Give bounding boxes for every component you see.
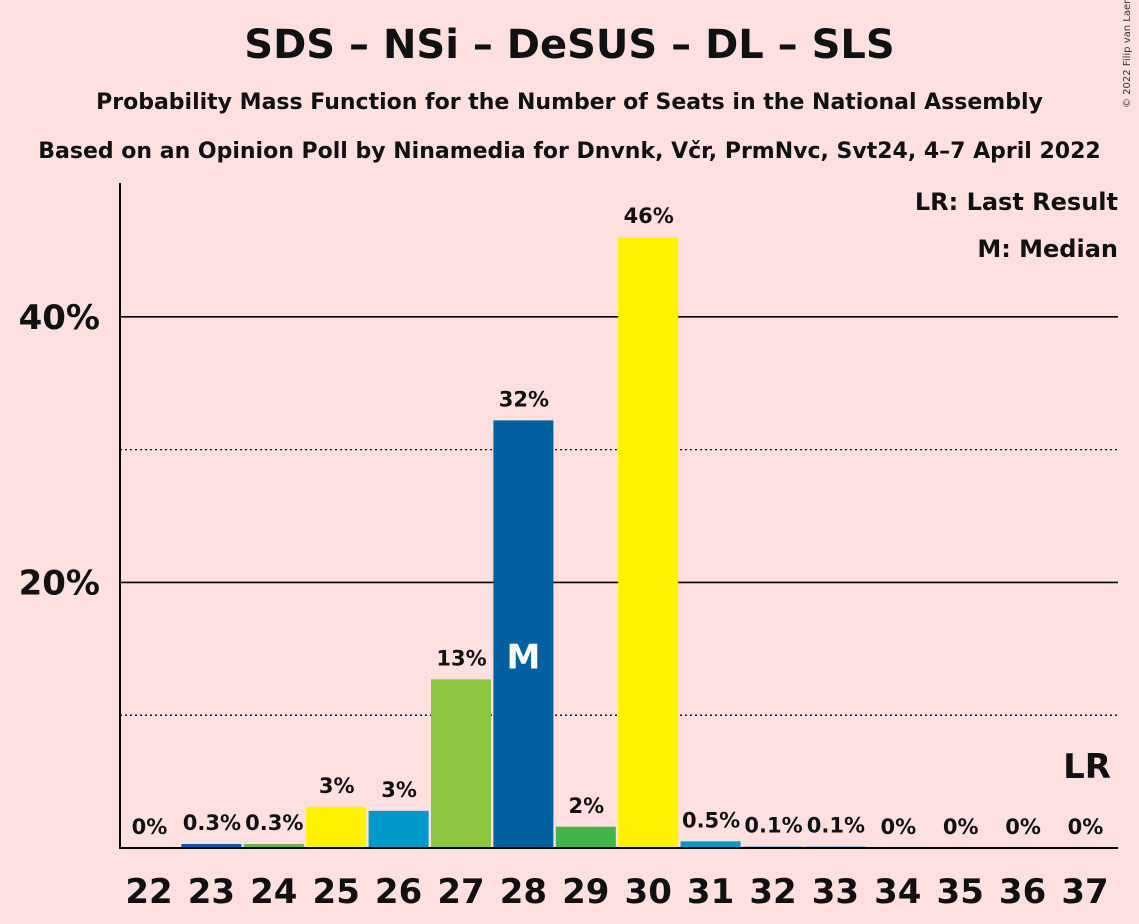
x-tick-label-37: 37 — [1061, 872, 1108, 912]
x-tick-label-36: 36 — [999, 872, 1046, 912]
data-label-28: 32% — [499, 387, 549, 411]
y-tick-label-40: 40% — [19, 298, 100, 338]
bars — [181, 237, 866, 848]
x-tick-label-33: 33 — [812, 872, 859, 912]
axes — [119, 183, 1118, 849]
x-tick-label-35: 35 — [937, 872, 984, 912]
bar-28 — [493, 420, 554, 848]
x-tick-label-24: 24 — [250, 872, 297, 912]
data-label-23: 0.3% — [183, 811, 241, 835]
data-label-26: 3% — [381, 778, 417, 802]
x-tick-label-30: 30 — [625, 872, 672, 912]
bar-24 — [243, 844, 304, 848]
last-result-marker: LR — [1063, 747, 1111, 787]
bar-26 — [368, 810, 429, 848]
x-tick-label-25: 25 — [313, 872, 360, 912]
x-tick-label-28: 28 — [500, 872, 547, 912]
median-marker: M — [506, 638, 540, 678]
legend-median: M: Median — [977, 235, 1118, 263]
chart-source-line: Based on an Opinion Poll by Ninamedia fo… — [38, 139, 1101, 164]
bar-23 — [181, 844, 242, 848]
bar-29 — [555, 826, 616, 848]
bar-25 — [306, 806, 367, 848]
x-tick-label-27: 27 — [437, 872, 484, 912]
bar-30 — [618, 237, 679, 848]
x-tick-label-31: 31 — [687, 872, 734, 912]
bar-27 — [431, 679, 491, 848]
x-tick-label-22: 22 — [125, 872, 172, 912]
x-tick-label-32: 32 — [749, 872, 796, 912]
data-label-22: 0% — [132, 815, 168, 839]
legend-last-result: LR: Last Result — [915, 188, 1118, 216]
data-labels: 0% 22 0.3% 23 0.3% 24 3% 25 3% 26 13% 27 32% 28 M 2% 29 4… — [125, 204, 1111, 912]
data-label-34: 0% — [880, 815, 916, 839]
x-tick-label-34: 34 — [874, 872, 921, 912]
data-label-36: 0% — [1005, 815, 1041, 839]
y-tick-label-20: 20% — [19, 563, 100, 603]
data-label-37: 0% — [1068, 815, 1104, 839]
data-label-35: 0% — [943, 815, 979, 839]
data-label-33: 0.1% — [807, 814, 865, 838]
data-label-29: 2% — [568, 794, 604, 818]
data-label-31: 0.5% — [682, 808, 740, 832]
chart-title: SDS – NSi – DeSUS – DL – SLS — [244, 22, 895, 68]
x-tick-label-26: 26 — [375, 872, 422, 912]
x-tick-label-23: 23 — [188, 872, 235, 912]
data-label-27: 13% — [436, 646, 486, 670]
data-label-24: 0.3% — [245, 811, 303, 835]
data-label-30: 46% — [624, 204, 674, 228]
bar-31 — [680, 841, 741, 848]
chart-subtitle: Probability Mass Function for the Number… — [96, 90, 1043, 115]
data-label-25: 3% — [319, 774, 355, 798]
data-label-32: 0.1% — [744, 814, 802, 838]
gridlines: 20% 40% — [19, 298, 1118, 716]
x-tick-label-29: 29 — [562, 872, 609, 912]
